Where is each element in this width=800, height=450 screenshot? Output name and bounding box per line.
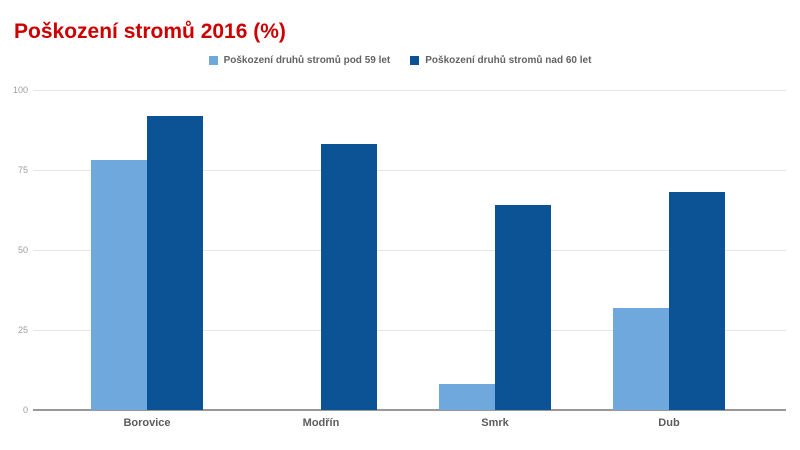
bar-borovice-series-2 — [147, 115, 203, 410]
legend-item-series-1: Poškození druhů stromů pod 59 let — [208, 55, 391, 66]
legend-swatch-icon — [410, 56, 420, 65]
legend-item-series-2: Poškození druhů stromů nad 60 let — [410, 55, 591, 66]
bar-dub-series-1 — [613, 307, 669, 410]
chart-legend: Poškození druhů stromů pod 59 let Poškoze… — [0, 55, 800, 66]
bar-modřín-series-2 — [321, 144, 377, 410]
x-category-label-dub: Dub — [658, 417, 680, 429]
x-category-label-modřín: Modřín — [302, 417, 340, 429]
gridline-50 — [33, 250, 786, 251]
y-tick-label-25: 25 — [17, 325, 28, 335]
bar-smrk-series-2 — [495, 205, 551, 410]
bar-dub-series-2 — [669, 192, 725, 410]
y-tick-label-50: 50 — [17, 245, 28, 255]
y-tick-label-75: 75 — [17, 165, 28, 175]
legend-label: Poškození druhů stromů pod 59 let — [223, 55, 391, 66]
gridline-100 — [33, 90, 786, 91]
y-tick-label-100: 100 — [12, 85, 28, 95]
gridline-75 — [33, 170, 786, 171]
chart-title: Poškození stromů 2016 (%) — [14, 20, 286, 43]
gridline-25 — [33, 330, 786, 331]
x-category-label-smrk: Smrk — [481, 417, 509, 429]
legend-swatch-icon — [208, 56, 218, 65]
legend-label: Poškození druhů stromů nad 60 let — [425, 55, 592, 66]
y-tick-label-0: 0 — [22, 405, 28, 415]
x-axis-line — [33, 409, 786, 411]
x-category-label-borovice: Borovice — [123, 417, 171, 429]
bar-smrk-series-1 — [439, 384, 495, 410]
bar-borovice-series-1 — [91, 160, 147, 410]
